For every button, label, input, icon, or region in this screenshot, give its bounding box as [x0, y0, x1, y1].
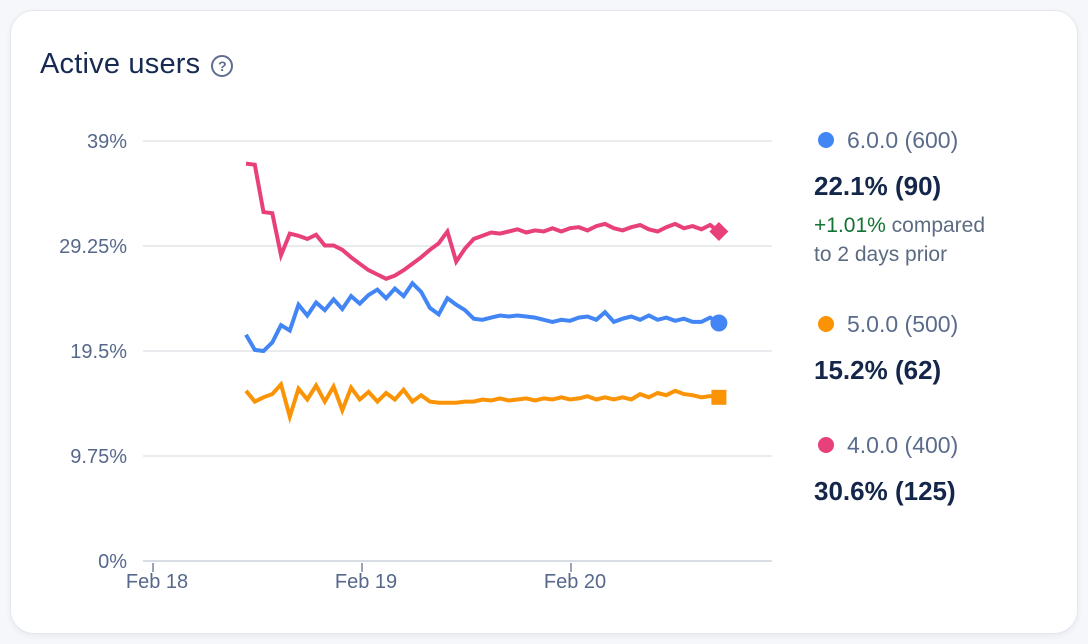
- series-line-5.0.0: [244, 380, 720, 424]
- series-line-4.0.0: [245, 161, 721, 281]
- help-icon[interactable]: ?: [211, 55, 234, 77]
- series-endpoint-diamond: [709, 221, 729, 241]
- series-endpoint-circle: [710, 314, 728, 332]
- legend-value: 15.2% (62): [814, 355, 942, 385]
- series-dot-blue: [818, 132, 834, 148]
- series-line-6.0.0: [244, 280, 720, 354]
- y-axis-label: 19.5%: [70, 341, 127, 363]
- card-header: Active users ?: [40, 47, 234, 81]
- legend-label: 4.0.0 (400): [847, 431, 959, 458]
- y-axis-label: 0%: [98, 551, 127, 573]
- active-users-card: [10, 10, 1078, 634]
- legend-entry-6-0-0: 6.0.0 (600) 22.1% (90) +1.01% compared t…: [814, 126, 999, 269]
- legend-label: 5.0.0 (500): [847, 310, 959, 337]
- series-endpoint-square: [711, 389, 727, 405]
- delta-caption: compared to 2 days prior: [814, 214, 986, 266]
- legend-delta: +1.01% compared to 2 days prior: [814, 211, 999, 269]
- y-axis-label: 29.25%: [59, 236, 127, 258]
- x-axis-label: Feb 18: [126, 571, 188, 593]
- legend-value: 22.1% (90): [814, 171, 942, 201]
- delta-percent: +1.01%: [814, 214, 886, 237]
- card-title: Active users: [40, 48, 201, 80]
- y-axis-label: 9.75%: [70, 446, 127, 468]
- legend-label: 6.0.0 (600): [847, 126, 959, 153]
- y-axis-label: 39%: [87, 131, 127, 153]
- help-icon-glyph: ?: [218, 58, 227, 74]
- legend-entry-5-0-0: 5.0.0 (500) 15.2% (62): [814, 310, 999, 390]
- series-dot-orange: [818, 316, 834, 332]
- x-axis-label: Feb 19: [335, 571, 397, 593]
- legend-entry-4-0-0: 4.0.0 (400) 30.6% (125): [814, 431, 999, 511]
- series-dot-pink: [818, 437, 834, 453]
- legend-value: 30.6% (125): [814, 476, 956, 506]
- chart-legend: 6.0.0 (600) 22.1% (90) +1.01% compared t…: [814, 126, 999, 552]
- x-axis-label: Feb 20: [544, 571, 606, 593]
